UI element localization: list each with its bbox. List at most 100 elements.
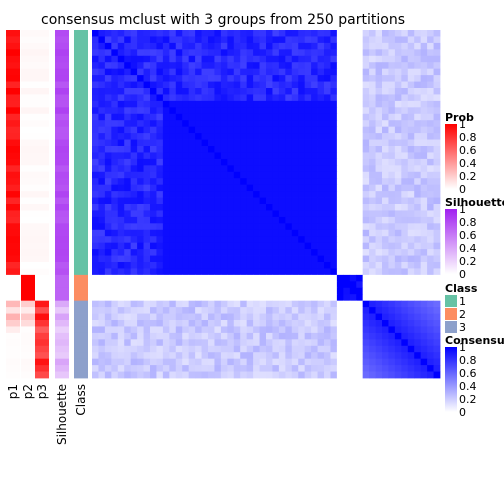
consensus-cell	[182, 81, 190, 89]
consensus-cell	[188, 287, 196, 295]
consensus-cell	[414, 68, 422, 76]
consensus-cell	[324, 75, 331, 82]
annotation-cell	[74, 339, 88, 347]
consensus-cell	[188, 165, 196, 173]
consensus-cell	[98, 287, 106, 295]
consensus-cell	[394, 339, 402, 347]
consensus-cell	[362, 345, 370, 353]
consensus-cell	[278, 365, 286, 372]
consensus-cell	[382, 68, 389, 76]
consensus-cell	[266, 88, 273, 95]
consensus-cell	[311, 236, 318, 244]
consensus-cell	[311, 120, 318, 128]
consensus-cell	[278, 229, 286, 237]
consensus-cell	[233, 229, 241, 237]
consensus-cell	[201, 146, 209, 153]
consensus-cell	[343, 210, 351, 218]
consensus-cell	[111, 152, 119, 160]
consensus-cell	[240, 352, 248, 360]
consensus-cell	[291, 178, 299, 186]
annotation-cell	[35, 36, 49, 44]
consensus-cell	[369, 178, 376, 186]
consensus-cell	[169, 55, 177, 63]
consensus-cell	[124, 287, 132, 295]
annotation-cell	[74, 81, 88, 89]
consensus-cell	[420, 242, 428, 250]
consensus-cell	[356, 352, 364, 360]
consensus-cell	[407, 178, 415, 186]
consensus-cell	[285, 216, 293, 224]
consensus-cell	[104, 320, 112, 327]
consensus-cell	[336, 313, 344, 321]
consensus-cell	[388, 62, 396, 70]
annotation-cell	[74, 249, 88, 256]
consensus-cell	[304, 287, 312, 295]
consensus-cell	[156, 68, 164, 76]
consensus-cell	[349, 320, 357, 327]
consensus-cell	[124, 320, 132, 327]
consensus-cell	[336, 36, 344, 44]
consensus-cell	[253, 249, 260, 256]
consensus-cell	[394, 88, 402, 95]
annotation-cell	[35, 242, 49, 250]
consensus-cell	[220, 281, 228, 289]
consensus-cell	[175, 94, 183, 102]
consensus-cell	[401, 100, 409, 108]
consensus-cell	[130, 262, 138, 269]
consensus-cell	[98, 307, 106, 314]
consensus-cell	[407, 68, 415, 76]
consensus-cell	[324, 49, 331, 57]
consensus-cell	[362, 274, 370, 282]
annotation-cell	[55, 307, 69, 314]
consensus-cell	[98, 62, 106, 70]
consensus-cell	[407, 281, 415, 289]
consensus-cell	[420, 94, 428, 102]
consensus-cell	[420, 100, 428, 108]
consensus-cell	[195, 345, 202, 353]
consensus-cell	[362, 249, 370, 256]
consensus-cell	[272, 107, 280, 115]
consensus-cell	[375, 113, 383, 121]
consensus-cell	[291, 358, 299, 366]
consensus-cell	[259, 274, 267, 282]
consensus-cell	[162, 313, 170, 321]
consensus-cell	[388, 216, 396, 224]
consensus-cell	[401, 249, 409, 256]
consensus-cell	[375, 365, 383, 372]
consensus-cell	[349, 287, 357, 295]
consensus-cell	[143, 332, 151, 340]
consensus-cell	[253, 332, 260, 340]
consensus-cell	[304, 332, 312, 340]
consensus-cell	[433, 191, 441, 198]
consensus-cell	[272, 68, 280, 76]
consensus-cell	[407, 320, 415, 327]
consensus-cell	[433, 62, 441, 70]
consensus-cell	[162, 94, 170, 102]
consensus-cell	[233, 307, 241, 314]
consensus-cell	[375, 294, 383, 302]
consensus-cell	[130, 255, 138, 263]
annotation-cell	[35, 171, 49, 179]
consensus-cell	[356, 100, 364, 108]
annotation-cell	[74, 371, 88, 379]
consensus-cell	[195, 204, 202, 211]
consensus-matrix	[92, 30, 441, 379]
consensus-cell	[156, 139, 164, 147]
consensus-cell	[291, 100, 299, 108]
consensus-cell	[259, 30, 267, 37]
consensus-cell	[246, 152, 254, 160]
legend-tick-label: 1	[459, 341, 466, 354]
consensus-cell	[433, 320, 441, 327]
consensus-cell	[349, 274, 357, 282]
consensus-cell	[311, 165, 318, 173]
consensus-cell	[156, 81, 164, 89]
consensus-cell	[240, 365, 248, 372]
consensus-cell	[401, 107, 409, 115]
consensus-cell	[266, 100, 273, 108]
consensus-cell	[182, 307, 190, 314]
consensus-cell	[208, 307, 215, 314]
consensus-cell	[143, 36, 151, 44]
consensus-cell	[233, 274, 241, 282]
consensus-cell	[208, 68, 215, 76]
consensus-cell	[137, 268, 144, 276]
